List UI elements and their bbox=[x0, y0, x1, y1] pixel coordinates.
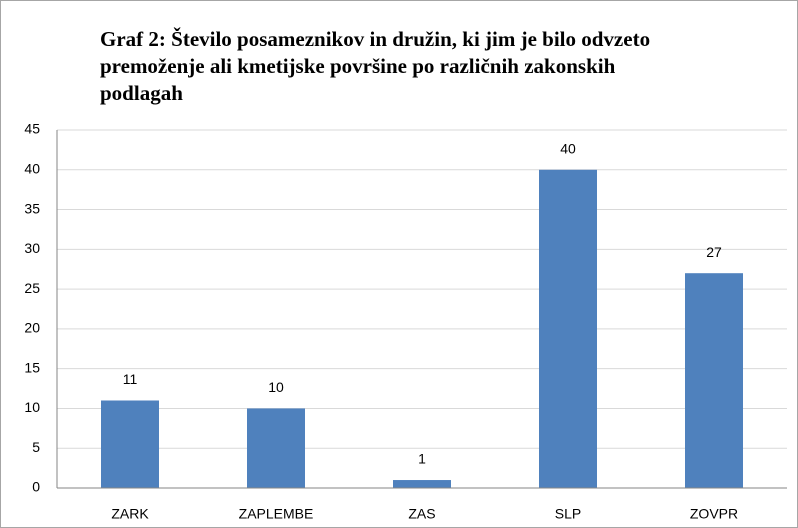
y-tick-label: 25 bbox=[24, 280, 40, 296]
x-tick-label: ZARK bbox=[111, 506, 149, 522]
y-tick-label: 40 bbox=[24, 160, 40, 176]
y-tick-label: 45 bbox=[24, 121, 40, 137]
x-tick-label: ZAS bbox=[408, 506, 435, 522]
bar bbox=[101, 400, 159, 488]
bar bbox=[393, 480, 451, 488]
y-tick-label: 5 bbox=[32, 439, 40, 455]
chart-title: Graf 2: Število posameznikov in družin, … bbox=[100, 27, 651, 105]
data-label: 1 bbox=[418, 451, 426, 467]
x-tick-label: ZAPLEMBE bbox=[239, 506, 314, 522]
x-tick-label: SLP bbox=[555, 506, 581, 522]
bar bbox=[685, 273, 743, 488]
y-tick-label: 30 bbox=[24, 240, 40, 256]
x-tick-label: ZOVPR bbox=[690, 506, 738, 522]
y-tick-label: 0 bbox=[32, 479, 40, 495]
bar bbox=[539, 169, 597, 488]
y-tick-label: 15 bbox=[24, 359, 40, 375]
data-label: 10 bbox=[268, 379, 284, 395]
data-label: 27 bbox=[706, 244, 722, 260]
y-tick-label: 10 bbox=[24, 399, 40, 415]
bar bbox=[247, 408, 305, 488]
y-tick-label: 20 bbox=[24, 320, 40, 336]
data-label: 40 bbox=[560, 140, 576, 156]
y-tick-label: 35 bbox=[24, 200, 40, 216]
data-label: 11 bbox=[123, 371, 138, 387]
